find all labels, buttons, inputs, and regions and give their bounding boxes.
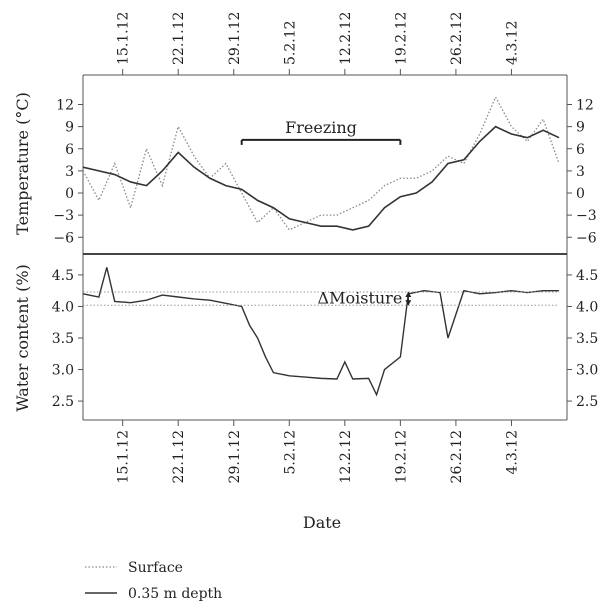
bottom-x-tick-labels: 15.1.12 22.1.12 29.1.12 5.2.12 12.2.12 19.2.1… [116, 420, 520, 483]
right-y-tick-label: 3.0 [576, 363, 598, 379]
right-y-tick-label: 9 [576, 120, 585, 136]
bottom-x-tick-label: 12.2.12 [338, 430, 354, 483]
plot-frame [82, 74, 568, 421]
freezing-label: Freezing [285, 118, 357, 137]
top-x-tick-label: 19.2.12 [393, 12, 409, 65]
top-x-tick-label: 26.2.12 [449, 12, 465, 65]
right-y-tick-label: −6 [576, 230, 597, 246]
depth-temperature-line [82, 125, 560, 231]
left-y-tick-label: 2.5 [52, 394, 74, 410]
right-y-tick-label: 6 [576, 142, 585, 158]
left-y-tick-label: 6 [65, 142, 74, 158]
bottom-x-tick-label: 29.1.12 [227, 430, 243, 483]
left-y-tick-label: 3 [65, 164, 74, 180]
left-y-tick-label: 3.0 [52, 363, 74, 379]
right-y-tick-label: 3.5 [576, 331, 598, 347]
left-y-tick-label: 0 [65, 186, 74, 202]
bottom-x-tick-label: 15.1.12 [116, 430, 132, 483]
left-y-tick-label: 9 [65, 120, 74, 136]
water-content-line [82, 267, 560, 397]
left-y-tick-label: 4.0 [52, 299, 74, 315]
legend-label: Surface [128, 560, 183, 576]
bottom-x-tick-label: 19.2.12 [393, 430, 409, 483]
moisture-arrow-head-up [405, 291, 412, 297]
delta-moisture-label: ΔMoisture [318, 289, 403, 308]
legend-label: 0.35 m depth [128, 586, 222, 602]
bottom-x-tick-label: 26.2.12 [449, 430, 465, 483]
right-y-tick-label: 4.5 [576, 268, 598, 284]
left-y-tick-label: 4.5 [52, 268, 74, 284]
left-y-tick-label: 12 [56, 98, 74, 114]
water-content-panel: 2.5 2.5 3.0 3.0 3.5 3.5 4.0 4.0 4.5 4.5 Water cont… [13, 264, 598, 412]
right-y-tick-label: 2.5 [576, 394, 598, 410]
left-y-tick-label: −6 [53, 230, 74, 246]
top-x-tick-label: 22.1.12 [171, 12, 187, 65]
top-x-tick-label: 15.1.12 [116, 12, 132, 65]
left-y-tick-label: 3.5 [52, 331, 74, 347]
legend: Surface 0.35 m depth [85, 560, 222, 602]
bottom-x-tick-label: 4.3.12 [504, 430, 520, 475]
top-x-tick-label: 29.1.12 [227, 12, 243, 65]
bottom-x-tick-label: 22.1.12 [171, 430, 187, 483]
right-y-tick-label: 4.0 [576, 299, 598, 315]
top-x-tick-label: 4.3.12 [504, 20, 520, 65]
bottom-x-tick-label: 5.2.12 [282, 430, 298, 475]
temperature-panel: −6 −6 −3 −3 0 0 3 3 6 6 9 9 12 12 Temperature (°C) Free… [13, 92, 597, 246]
surface-temperature-line [82, 95, 560, 231]
temperature-y-axis-title: Temperature (°C) [13, 92, 32, 235]
right-y-tick-label: −3 [576, 208, 597, 224]
right-y-tick-label: 3 [576, 164, 585, 180]
right-y-tick-label: 12 [576, 98, 594, 114]
water-y-axis-title: Water content (%) [13, 264, 32, 412]
right-y-tick-label: 0 [576, 186, 585, 202]
x-axis-title: Date [303, 513, 341, 532]
top-x-tick-label: 12.2.12 [338, 12, 354, 65]
top-x-tick-labels: 15.1.12 22.1.12 29.1.12 5.2.12 12.2.12 19.2.1… [116, 12, 520, 75]
top-x-tick-label: 5.2.12 [282, 20, 298, 65]
left-y-tick-label: −3 [53, 208, 74, 224]
moisture-arrow-head-down [405, 300, 412, 306]
